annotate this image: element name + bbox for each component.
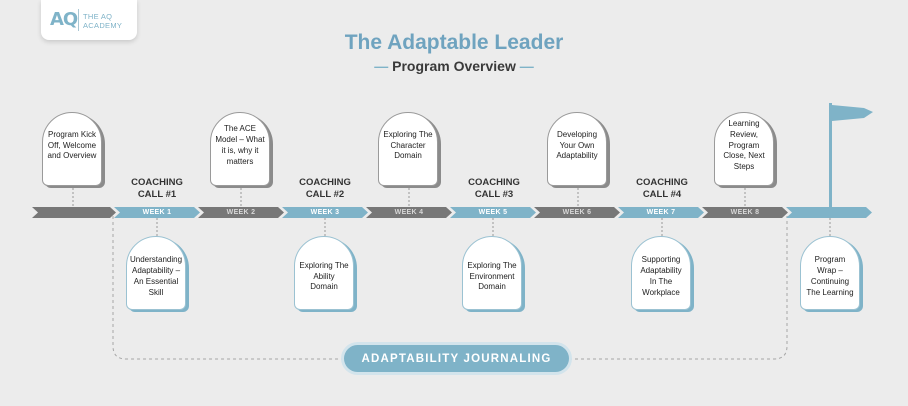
timeline-week-4: WEEK 4 <box>366 207 452 218</box>
bottom-card-4: Supporting Adaptability In The Workplace <box>631 236 691 310</box>
coaching-call-2: COACHING CALL #2 <box>290 177 360 201</box>
journaling-loop-line-right <box>569 216 788 360</box>
logo-text-line1: THE AQ <box>83 12 113 21</box>
coaching-call-label: COACHING <box>468 177 520 188</box>
bottom-card-text: Program Wrap – Continuing The Learning <box>806 255 854 297</box>
top-card-text: Exploring The Character Domain <box>383 129 433 161</box>
timeline-week-1: WEEK 1 <box>114 207 200 218</box>
coaching-call-number: CALL #3 <box>474 189 514 200</box>
timeline-week-6: WEEK 6 <box>534 207 620 218</box>
coaching-call-number: CALL #2 <box>305 189 345 200</box>
top-card-text: The ACE Model – What it is, why it matte… <box>215 124 265 166</box>
journaling-loop-line <box>112 216 344 360</box>
subtitle-dash-right-icon: — <box>519 58 534 74</box>
top-card-4: Developing Your Own Adaptability <box>547 112 607 186</box>
logo-mark: AQ <box>50 9 78 30</box>
timeline-week-5: WEEK 5 <box>450 207 536 218</box>
bottom-card-3: Exploring The Environment Domain <box>462 236 522 310</box>
coaching-call-3: COACHING CALL #3 <box>459 177 529 201</box>
logo-text-line2: ACADEMY <box>83 21 123 30</box>
subtitle-dash-left-icon: — <box>374 58 389 74</box>
coaching-call-1: COACHING CALL #1 <box>122 177 192 201</box>
bottom-card-1: Understanding Adaptability – An Essentia… <box>126 236 186 310</box>
bottom-card-5: Program Wrap – Continuing The Learning <box>800 236 860 310</box>
bottom-card-text: Supporting Adaptability In The Workplace <box>640 255 682 297</box>
coaching-call-number: CALL #1 <box>137 189 177 200</box>
bottom-card-text: Exploring The Ability Domain <box>299 260 349 292</box>
bottom-card-2: Exploring The Ability Domain <box>294 236 354 310</box>
journaling-badge: ADAPTABILITY JOURNALING <box>344 345 569 372</box>
coaching-call-label: COACHING <box>131 177 183 188</box>
coaching-call-label: COACHING <box>299 177 351 188</box>
top-card-3: Exploring The Character Domain <box>378 112 438 186</box>
timeline-week-2: WEEK 2 <box>198 207 284 218</box>
top-card-text: Program Kick Off, Welcome and Overview <box>47 129 97 161</box>
timeline-start-segment <box>32 207 116 218</box>
coaching-call-label: COACHING <box>636 177 688 188</box>
top-card-text: Learning Review, Program Close, Next Ste… <box>723 119 765 172</box>
timeline-week-3: WEEK 3 <box>282 207 368 218</box>
bottom-card-text: Understanding Adaptability – An Essentia… <box>129 255 183 297</box>
timeline-week-8: WEEK 8 <box>702 207 788 218</box>
coaching-call-number: CALL #4 <box>642 189 682 200</box>
top-card-1: Program Kick Off, Welcome and Overview <box>42 112 102 186</box>
bottom-card-text: Exploring The Environment Domain <box>467 260 517 292</box>
page-title: The Adaptable Leader <box>344 31 564 54</box>
logo-separator <box>78 9 79 31</box>
coaching-call-4: COACHING CALL #4 <box>627 177 697 201</box>
logo: AQ THE AQ ACADEMY <box>41 0 137 40</box>
subtitle-text: Program Overview <box>392 58 516 74</box>
top-card-text: Developing Your Own Adaptability <box>556 129 598 161</box>
top-card-5: Learning Review, Program Close, Next Ste… <box>714 112 774 186</box>
top-card-2: The ACE Model – What it is, why it matte… <box>210 112 270 186</box>
page-subtitle: — Program Overview — <box>0 58 908 74</box>
timeline-end-segment <box>786 207 872 218</box>
timeline-week-7: WEEK 7 <box>618 207 704 218</box>
flag-icon <box>829 103 873 208</box>
